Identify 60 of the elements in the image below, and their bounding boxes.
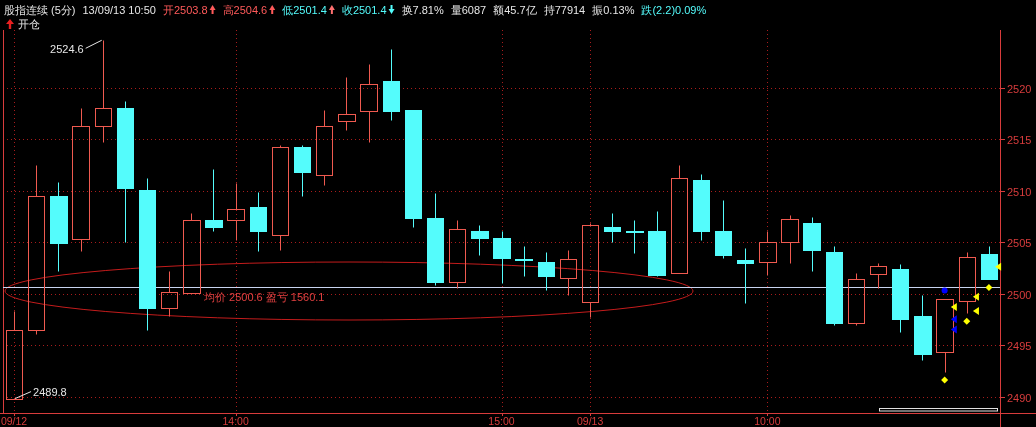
candlestick bbox=[427, 193, 444, 286]
ref-line-label: 均价 2500.6 盈亏 1560.1 bbox=[203, 290, 325, 303]
candlestick bbox=[205, 169, 223, 232]
point bbox=[950, 315, 957, 324]
candlestick bbox=[715, 200, 732, 259]
candlestick bbox=[515, 246, 533, 277]
y-tick-label: 2500 bbox=[1007, 288, 1032, 301]
text: 收2501.4 bbox=[341, 4, 387, 16]
point bbox=[972, 307, 979, 316]
point bbox=[972, 292, 979, 301]
text: 开2503.8 bbox=[162, 4, 208, 16]
x-tick-label: 09/12 bbox=[0, 415, 28, 427]
candlestick bbox=[161, 271, 178, 317]
text: 13/09/13 10:50 bbox=[82, 4, 156, 16]
text: 跌(2.2)0.09% bbox=[641, 4, 707, 16]
candlestick bbox=[6, 311, 23, 400]
x-tick-label: 10:00 bbox=[754, 415, 781, 427]
annotation: 2489.8 bbox=[33, 385, 67, 398]
candlestick bbox=[95, 40, 112, 143]
point bbox=[950, 325, 957, 334]
annotation: 2524.6 bbox=[50, 43, 84, 56]
candlestick bbox=[72, 108, 90, 252]
candlestick bbox=[405, 110, 422, 228]
candlestick bbox=[604, 213, 621, 243]
text: 振0.13% bbox=[592, 4, 635, 16]
x-tick-label: 14:00 bbox=[222, 415, 249, 427]
y-tick-label: 2490 bbox=[1007, 391, 1032, 404]
y-tick-label: 2510 bbox=[1007, 185, 1032, 198]
text: 持77914 bbox=[543, 4, 586, 16]
candlestick bbox=[250, 192, 267, 252]
text: 量6087 bbox=[450, 4, 487, 16]
text: 低2501.4 bbox=[282, 4, 327, 16]
y-tick-label: 2495 bbox=[1007, 339, 1032, 352]
candlestick bbox=[316, 110, 333, 186]
candlestick bbox=[360, 64, 378, 143]
candlestick bbox=[914, 295, 932, 361]
candlestick bbox=[648, 211, 666, 276]
point bbox=[950, 302, 957, 311]
y-tick-label: 2515 bbox=[1007, 133, 1032, 146]
candlestick bbox=[227, 183, 245, 241]
candlestick bbox=[139, 178, 156, 331]
candlestick bbox=[50, 182, 68, 272]
candlestick bbox=[538, 252, 555, 291]
text: 额45.7亿 bbox=[493, 4, 537, 16]
candlestick bbox=[383, 49, 400, 121]
candlestick bbox=[737, 248, 754, 304]
candlestick bbox=[28, 165, 45, 335]
candlestick bbox=[671, 165, 688, 274]
x-tick-label: 09/13 bbox=[576, 415, 604, 427]
text: 高2504.6 bbox=[222, 4, 268, 16]
candlestick bbox=[626, 220, 644, 254]
y-tick-label: 2505 bbox=[1007, 236, 1032, 249]
candlestick bbox=[759, 231, 777, 276]
candlestick bbox=[338, 77, 356, 131]
text: 换7.81% bbox=[401, 4, 444, 16]
x-tick-label: 15:00 bbox=[488, 415, 515, 427]
point bbox=[995, 262, 1002, 271]
y-tick-label: 2520 bbox=[1007, 82, 1032, 95]
chart-title: 股指连续 (5分) bbox=[4, 4, 76, 16]
chart-subtitle: 开仓 bbox=[18, 18, 40, 30]
